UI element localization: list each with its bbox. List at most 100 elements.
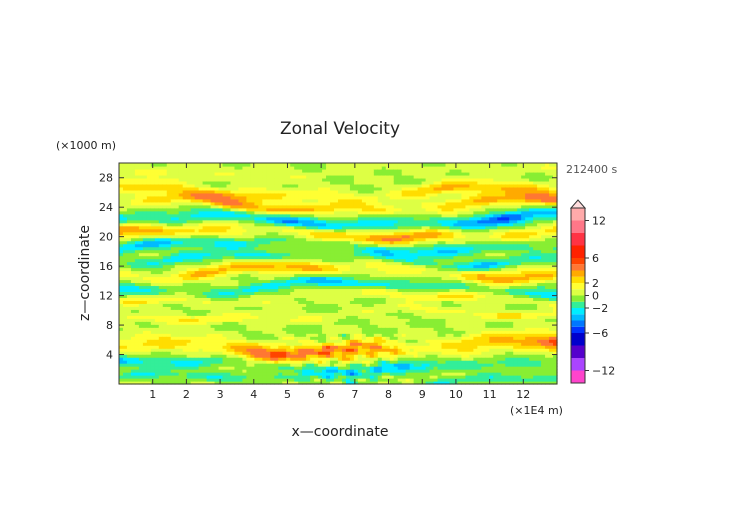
heatmap-cell: [250, 363, 255, 367]
heatmap-cell: [158, 339, 164, 343]
heatmap-cell: [142, 201, 148, 206]
heatmap-cell: [294, 225, 299, 230]
heatmap-cell: [186, 207, 192, 212]
heatmap-cell: [150, 219, 156, 224]
heatmap-cell: [162, 327, 168, 331]
heatmap-cell: [234, 369, 240, 373]
heatmap-cell: [258, 243, 263, 248]
heatmap-cell: [290, 321, 295, 325]
heatmap-cell: [278, 249, 283, 254]
heatmap-cell: [318, 219, 323, 224]
heatmap-cell: [262, 273, 267, 278]
heatmap-cell: [274, 306, 279, 310]
heatmap-cell: [226, 297, 232, 301]
heatmap-cell: [318, 246, 323, 251]
heatmap-cell: [349, 366, 355, 370]
heatmap-cell: [222, 228, 228, 233]
heatmap-cell: [154, 234, 160, 239]
heatmap-cell: [254, 381, 259, 385]
heatmap-cell: [130, 309, 136, 313]
heatmap-cell: [270, 258, 275, 263]
heatmap-cell: [266, 312, 271, 316]
heatmap-cell: [345, 252, 351, 257]
heatmap-cell: [381, 255, 387, 260]
heatmap-cell: [290, 177, 295, 182]
heatmap-cell: [334, 282, 339, 287]
heatmap-cell: [190, 333, 196, 337]
heatmap-cell: [246, 258, 251, 263]
heatmap-cell: [262, 228, 267, 233]
heatmap-cell: [318, 276, 323, 281]
heatmap-cell: [266, 240, 271, 245]
heatmap-cell: [202, 189, 208, 194]
heatmap-cell: [194, 312, 200, 316]
heatmap-cell: [194, 279, 200, 284]
heatmap-cell: [146, 309, 152, 313]
heatmap-cell: [194, 213, 200, 218]
heatmap-cell: [206, 303, 212, 307]
heatmap-cell: [202, 240, 208, 245]
heatmap-cell: [310, 264, 315, 269]
heatmap-cell: [186, 222, 192, 227]
heatmap-cell: [361, 297, 367, 301]
heatmap-cell: [230, 288, 236, 293]
heatmap-cell: [326, 264, 331, 269]
heatmap-cell: [134, 264, 140, 269]
heatmap-cell: [318, 324, 323, 328]
heatmap-cell: [381, 252, 387, 257]
heatmap-cell: [369, 321, 375, 325]
heatmap-cell: [170, 246, 176, 251]
heatmap-cell: [166, 163, 172, 167]
heatmap-cell: [162, 375, 168, 379]
heatmap-cell: [381, 186, 387, 191]
heatmap-cell: [230, 264, 236, 269]
heatmap-cell: [349, 291, 355, 296]
heatmap-cell: [186, 174, 192, 179]
heatmap-cell: [345, 363, 351, 367]
heatmap-cell: [290, 225, 295, 230]
heatmap-cell: [146, 357, 152, 361]
heatmap-cell: [369, 234, 375, 239]
heatmap-cell: [154, 297, 160, 301]
heatmap-cell: [238, 186, 244, 191]
heatmap-cell: [250, 324, 255, 328]
heatmap-cell: [146, 216, 152, 221]
heatmap-cell: [182, 201, 188, 206]
heatmap-cell: [218, 213, 224, 218]
heatmap-cell: [238, 312, 244, 316]
heatmap-cell: [258, 366, 263, 370]
heatmap-cell: [377, 282, 383, 287]
heatmap-cell: [246, 210, 251, 215]
heatmap-cell: [306, 163, 311, 167]
heatmap-cell: [282, 222, 287, 227]
heatmap-cell: [278, 198, 283, 203]
heatmap-cell: [126, 177, 132, 182]
heatmap-cell: [270, 309, 275, 313]
heatmap-cell: [258, 327, 263, 331]
heatmap-cell: [126, 270, 132, 275]
heatmap-cell: [326, 300, 331, 304]
heatmap-cell: [154, 165, 160, 170]
heatmap-cell: [266, 171, 271, 176]
heatmap-cell: [134, 363, 140, 367]
heatmap-cell: [318, 163, 323, 167]
heatmap-cell: [119, 282, 124, 287]
heatmap-cell: [286, 369, 291, 373]
heatmap-cell: [302, 225, 307, 230]
heatmap-cell: [166, 324, 172, 328]
heatmap-cell: [198, 285, 204, 290]
heatmap-cell: [254, 285, 259, 290]
heatmap-cell: [349, 255, 355, 260]
heatmap-cell: [258, 279, 263, 284]
heatmap-cell: [365, 210, 371, 215]
heatmap-cell: [282, 219, 287, 224]
heatmap-cell: [182, 189, 188, 194]
heatmap-cell: [341, 267, 347, 272]
heatmap-cell: [182, 375, 188, 379]
heatmap-cell: [166, 225, 172, 230]
heatmap-cell: [286, 198, 291, 203]
heatmap-cell: [230, 345, 236, 349]
heatmap-cell: [258, 270, 263, 275]
heatmap-cell: [314, 258, 319, 263]
heatmap-cell: [214, 282, 220, 287]
